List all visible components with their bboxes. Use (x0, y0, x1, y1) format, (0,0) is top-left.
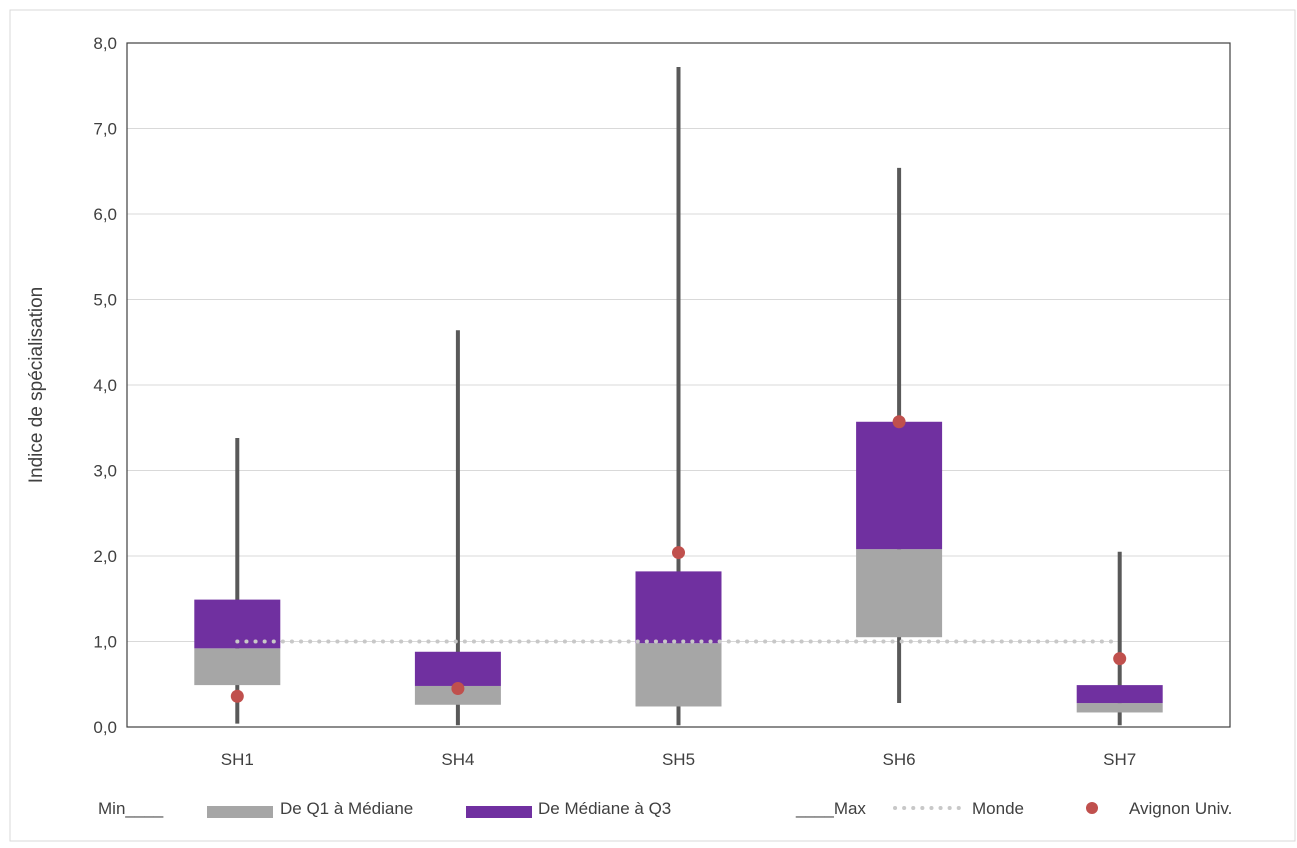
box-median-q3-sh7 (1076, 685, 1163, 704)
x-axis-ticks: SH1 SH4 SH5 SH6 SH7 (221, 750, 1136, 769)
box-median-q3-sh4 (414, 651, 501, 686)
y-axis-ticks: 0,0 1,0 2,0 3,0 4,0 5,0 6,0 7,0 8,0 (93, 34, 117, 737)
box-q1-median-sh4 (414, 685, 501, 705)
plot-area-border (126, 42, 1231, 728)
point-avignon-sh7 (1113, 652, 1127, 666)
point-avignon-sh6 (892, 415, 906, 429)
chart-marks (194, 66, 1163, 726)
y-tick-label: 3,0 (93, 462, 117, 481)
y-tick-label: 4,0 (93, 376, 117, 395)
x-tick-label: SH5 (662, 750, 695, 769)
box-q1-median-sh7 (1076, 703, 1163, 713)
box-q1-median-sh6 (856, 549, 943, 638)
box-q1-median-sh5 (635, 643, 722, 707)
legend: Min____ De Q1 à Médiane De Médiane à Q3 … (98, 799, 1232, 818)
legend-swatch-avignon (1086, 802, 1098, 814)
chart-border (9, 9, 1296, 842)
y-tick-label: 7,0 (93, 120, 117, 139)
y-axis-title: Indice de spécialisation (26, 287, 47, 483)
legend-label-avignon: Avignon Univ. (1129, 799, 1232, 818)
y-tick-label: 5,0 (93, 291, 117, 310)
legend-label-max: ____Max (795, 799, 866, 818)
legend-swatch-q1-median (207, 806, 273, 818)
legend-swatch-median-q3 (466, 806, 532, 818)
x-tick-label: SH6 (883, 750, 916, 769)
y-tick-label: 0,0 (93, 718, 117, 737)
x-tick-label: SH4 (441, 750, 474, 769)
legend-label-monde: Monde (972, 799, 1024, 818)
y-tick-label: 8,0 (93, 34, 117, 53)
box-median-q3-sh6 (856, 421, 943, 550)
y-tick-label: 2,0 (93, 547, 117, 566)
x-tick-label: SH1 (221, 750, 254, 769)
box-median-q3-sh5 (635, 571, 722, 644)
point-avignon-sh4 (451, 682, 465, 696)
legend-label-q1-median: De Q1 à Médiane (280, 799, 413, 818)
point-avignon-sh1 (230, 689, 244, 703)
legend-label-median-q3: De Médiane à Q3 (538, 799, 671, 818)
y-tick-label: 1,0 (93, 633, 117, 652)
x-tick-label: SH7 (1103, 750, 1136, 769)
point-avignon-sh5 (672, 546, 685, 560)
y-tick-label: 6,0 (93, 205, 117, 224)
box-q1-median-sh1 (194, 648, 281, 686)
legend-label-min: Min____ (98, 799, 164, 818)
